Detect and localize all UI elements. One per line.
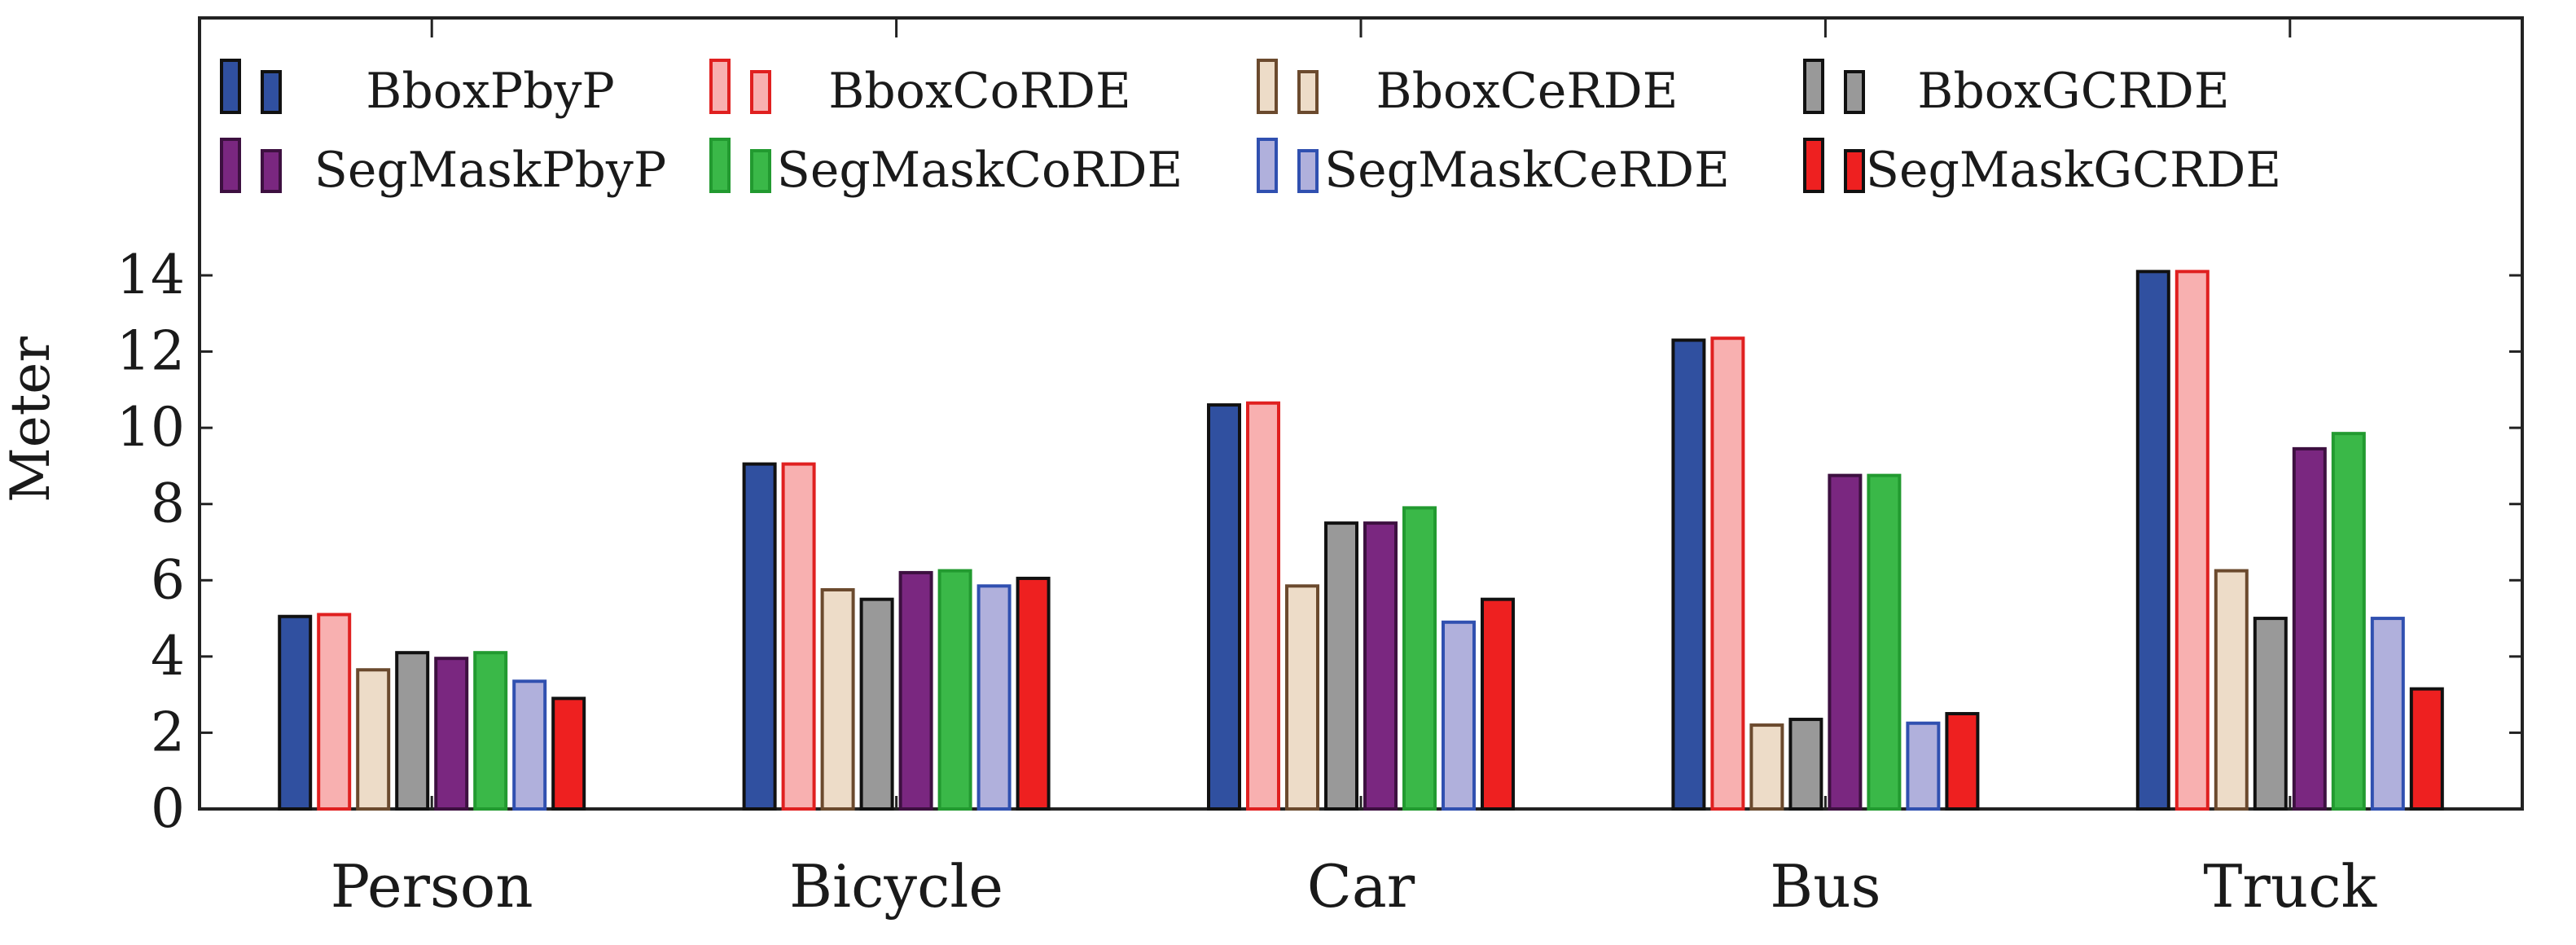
legend-label: SegMaskPbyP	[314, 142, 666, 199]
bar-segmaskpbyp-bus	[1828, 473, 1863, 811]
legend-label: BboxCeRDE	[1376, 63, 1679, 120]
bar-bboxcorde-person	[317, 613, 352, 811]
legend-entry-bboxpbyp: BboxPbyP	[220, 59, 615, 120]
bar-bboxgcrde-person	[395, 651, 430, 811]
legend-swatch	[709, 59, 731, 114]
bar-segmaskcorde-bicycle	[937, 569, 972, 811]
bar-bboxcerde-bicycle	[820, 587, 855, 811]
x-category-label: Truck	[2203, 852, 2377, 921]
bar-bboxpbyp-bus	[1671, 338, 1706, 811]
y-tick-label: 2	[151, 701, 185, 763]
bar-segmaskgcrde-bus	[1945, 712, 1980, 811]
y-tick-label: 6	[151, 548, 185, 611]
bar-bboxcerde-person	[356, 668, 391, 811]
legend-entry-segmaskcorde: SegMaskCoRDE	[709, 138, 1183, 199]
x-category-label: Person	[331, 852, 533, 921]
y-tick-label: 12	[116, 320, 185, 383]
bar-segmaskcerde-bus	[1906, 721, 1941, 811]
bar-segmaskcorde-truck	[2331, 432, 2366, 811]
legend-entry-segmaskgcrde: SegMaskGCRDE	[1803, 138, 2281, 199]
bar-segmaskgcrde-car	[1481, 597, 1515, 811]
legend-swatch	[1297, 70, 1319, 114]
y-tick-label: 0	[151, 777, 185, 840]
legend-swatch	[750, 149, 771, 193]
legend-swatch	[1803, 138, 1824, 193]
legend-label: SegMaskGCRDE	[1866, 142, 2281, 199]
bar-segmaskgcrde-truck	[2409, 687, 2444, 811]
bar-segmaskpbyp-car	[1363, 521, 1398, 811]
bar-bboxpbyp-car	[1207, 403, 1241, 811]
legend-entry-segmaskcerde: SegMaskCeRDE	[1257, 138, 1730, 199]
bar-bboxcerde-truck	[2214, 569, 2249, 811]
y-tick-label: 8	[151, 472, 185, 535]
bar-bboxcorde-bicycle	[781, 462, 816, 811]
bar-bboxcerde-car	[1285, 584, 1319, 811]
bar-segmaskcerde-person	[512, 679, 547, 811]
bar-segmaskcerde-bicycle	[976, 584, 1012, 811]
bar-segmaskpbyp-truck	[2292, 446, 2327, 811]
bar-bboxcorde-truck	[2174, 270, 2210, 811]
bar-bboxpbyp-bicycle	[742, 462, 777, 811]
bar-segmaskcorde-car	[1402, 506, 1437, 811]
bar-segmaskpbyp-person	[434, 657, 469, 811]
legend-swatch	[261, 70, 282, 114]
legend-entry-bboxcerde: BboxCeRDE	[1257, 59, 1679, 120]
bar-segmaskcerde-car	[1442, 620, 1476, 811]
legend-swatch	[1844, 70, 1865, 114]
bar-bboxpbyp-truck	[2135, 270, 2170, 811]
legend-swatch	[1803, 59, 1824, 114]
y-tick-label: 14	[116, 244, 185, 306]
legend-label: BboxGCRDE	[1917, 63, 2229, 120]
y-tick-label: 10	[116, 396, 185, 459]
legend-label: BboxPbyP	[366, 63, 615, 120]
legend-label: SegMaskCeRDE	[1324, 142, 1730, 199]
bar-bboxcorde-car	[1246, 401, 1280, 811]
legend-label: BboxCoRDE	[828, 63, 1131, 120]
legend-entry-bboxgcrde: BboxGCRDE	[1803, 59, 2230, 120]
y-axis-label: Meter	[0, 336, 62, 503]
legend-swatch	[220, 59, 241, 114]
bar-segmaskcorde-bus	[1867, 473, 1902, 811]
bar-bboxcorde-bus	[1710, 336, 1745, 811]
plot-frame	[198, 16, 2524, 811]
bar-segmaskgcrde-bicycle	[1016, 576, 1051, 811]
bar-segmaskpbyp-bicycle	[898, 570, 933, 811]
bar-bboxgcrde-car	[1324, 521, 1358, 811]
legend-swatch	[220, 138, 241, 193]
legend-swatch	[1844, 149, 1865, 193]
legend-entry-bboxcorde: BboxCoRDE	[709, 59, 1131, 120]
bar-segmaskgcrde-person	[551, 697, 586, 811]
legend-entry-segmaskpbyp: SegMaskPbyP	[220, 138, 666, 199]
x-category-label: Car	[1307, 852, 1415, 921]
y-tick-label: 4	[151, 625, 185, 688]
bar-segmaskcerde-truck	[2370, 617, 2405, 811]
bar-bboxcerde-bus	[1749, 723, 1784, 811]
legend-swatch	[1257, 138, 1278, 193]
bar-bboxgcrde-truck	[2253, 617, 2288, 811]
x-category-label: Bus	[1770, 852, 1880, 921]
legend-label: SegMaskCoRDE	[777, 142, 1183, 199]
bar-segmaskcorde-person	[473, 651, 508, 811]
bar-bboxgcrde-bus	[1788, 718, 1823, 811]
legend-swatch	[750, 70, 771, 114]
legend-swatch	[261, 149, 282, 193]
legend-swatch	[1257, 59, 1278, 114]
x-category-label: Bicycle	[789, 852, 1003, 921]
legend-swatch	[1297, 149, 1319, 193]
bar-bboxpbyp-person	[278, 614, 313, 811]
legend-swatch	[709, 138, 731, 193]
bar-bboxgcrde-bicycle	[859, 597, 894, 811]
